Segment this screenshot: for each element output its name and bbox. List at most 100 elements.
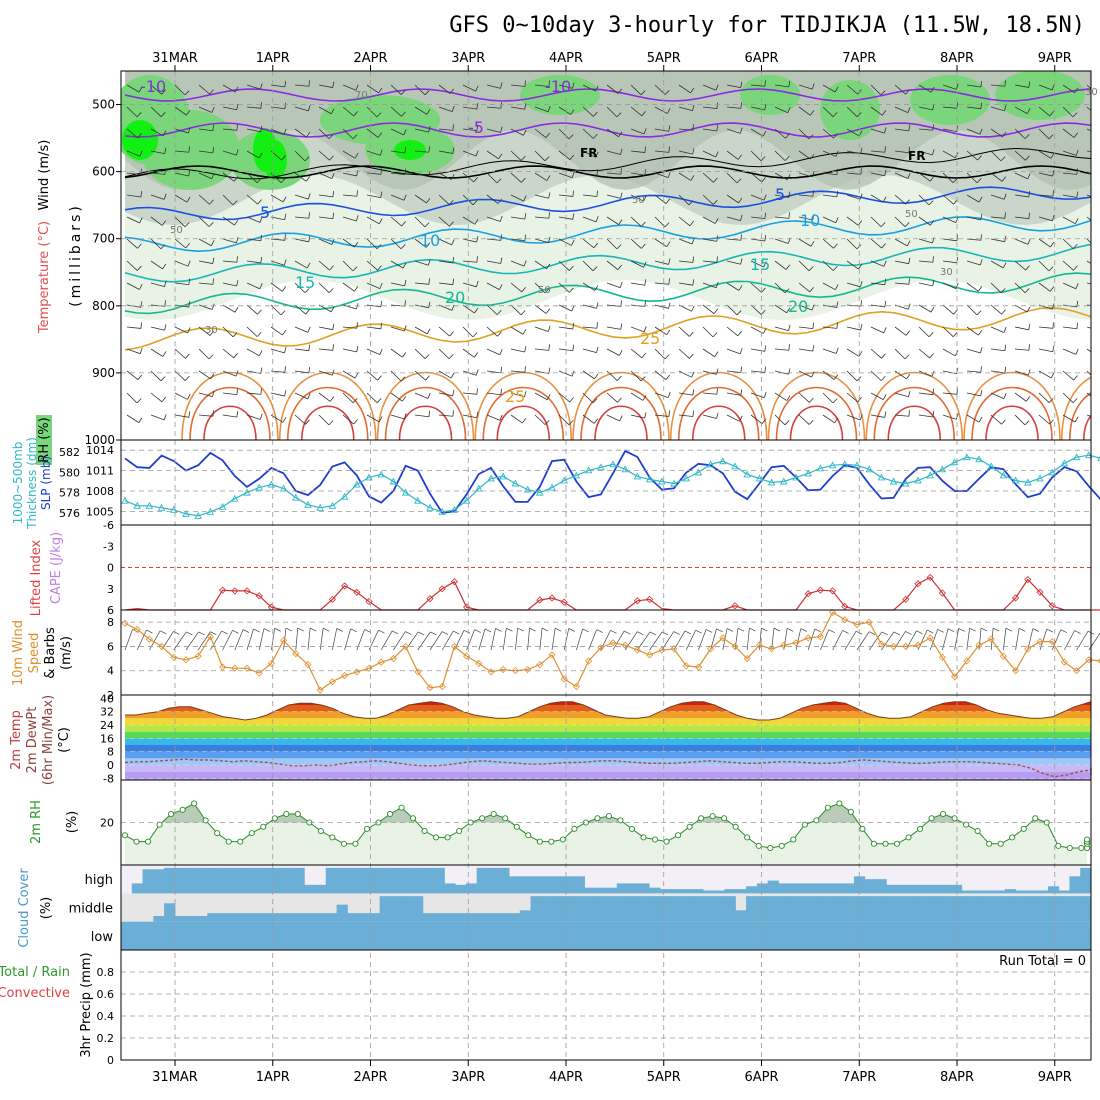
wind-barb-flag: [188, 146, 190, 153]
thickness-point: [914, 476, 922, 484]
cloud-high-bar: [519, 876, 532, 894]
surface-barb: [881, 631, 895, 651]
wind-barb-flag: [952, 178, 958, 183]
rh-point: [824, 804, 831, 811]
wind-barb: [822, 172, 837, 176]
wind-barb: [606, 172, 621, 175]
wind-barb-flag: [499, 349, 503, 355]
wind-barb-flag: [690, 87, 695, 94]
wind-barb: [894, 150, 909, 154]
wind-barb: [462, 282, 477, 288]
wind-barb-flag: [188, 170, 191, 177]
wind-barb: [1086, 238, 1091, 244]
wind-barb: [150, 392, 163, 403]
wind-barb: [342, 326, 357, 329]
wind-barb-flag: [952, 332, 958, 337]
wind-barb-flag: [619, 281, 623, 288]
cloud-high-bar: [703, 890, 715, 894]
wind-barb-flag: [978, 196, 983, 203]
rh-point: [283, 810, 290, 818]
cloud-high-bar: [778, 883, 790, 894]
wind-barb-flag: [907, 107, 911, 113]
wind-barb: [486, 304, 498, 315]
wind-barb: [702, 172, 714, 183]
wind-barb-flag: [379, 282, 383, 289]
wind-barb-flag: [859, 193, 863, 200]
wind-barb: [1062, 282, 1076, 290]
wind-label-2: Speed: [27, 633, 42, 674]
wind-barb: [366, 194, 381, 199]
cloud-high-bar: [185, 867, 197, 894]
wind-barb: [342, 392, 354, 404]
wind-barb: [678, 194, 690, 206]
wind-barb: [414, 172, 429, 178]
wind-barb: [222, 414, 237, 418]
thickness-point: [450, 505, 459, 513]
wind-barb-flag: [328, 420, 334, 426]
surface-barb-flag: [378, 629, 385, 634]
rh-point: [536, 838, 543, 845]
wind-barb-flag: [692, 148, 695, 155]
wind-barb-flag: [1000, 288, 1006, 293]
li-point: [1036, 588, 1044, 596]
wind-barb-flag: [812, 345, 815, 352]
wind-tick-label: 8: [107, 616, 114, 629]
wind-barb-flag: [187, 327, 191, 334]
cloud-mid-bar: [1047, 896, 1060, 922]
cloud-high-bar: [271, 867, 284, 894]
wind-barb-flag: [856, 112, 862, 117]
wind-barb: [942, 194, 954, 205]
wind-barb: [486, 84, 501, 89]
wind-barb: [294, 414, 306, 425]
surface-barb: [783, 628, 788, 651]
wind-barb-flag: [620, 168, 622, 175]
wind-barb-flag: [668, 146, 670, 153]
wind-barb-flag: [137, 243, 142, 249]
cloud-high-bar: [1058, 890, 1070, 894]
panel-frame: [120, 609, 1092, 696]
wind-barb-flag: [186, 110, 191, 116]
wind-barb: [606, 414, 620, 422]
wind-barb: [294, 172, 307, 182]
rh-point: [663, 838, 670, 845]
upper-ylabel-mb: (millibars): [68, 203, 84, 307]
cloud-mid-bar: [465, 913, 478, 922]
wind-barb-flag: [308, 235, 311, 242]
wind-barb: [798, 348, 813, 352]
surface-barb-flag: [1046, 628, 1053, 633]
wind-barb: [510, 282, 523, 293]
surface-barb: [441, 630, 454, 651]
surface-barb-flag: [969, 627, 976, 632]
wind-barb-flag: [523, 260, 527, 267]
cloud-mid-bar: [907, 896, 920, 922]
surface-barb: [222, 630, 233, 651]
surface-barb-flag: [705, 629, 713, 633]
wind-barb-flag: [715, 84, 719, 91]
wind-barb: [342, 150, 356, 159]
wind-barb-flag: [212, 124, 215, 131]
wind-barb-flag: [763, 391, 767, 398]
rh-point: [859, 825, 866, 832]
wind-barb: [558, 194, 573, 197]
cloud-high-bar: [261, 867, 273, 894]
wind-barb-flag: [932, 149, 935, 156]
li-point: [450, 578, 458, 586]
wind-barb-flag: [592, 266, 598, 272]
wind-barb: [462, 392, 477, 395]
wind-barb-flag: [497, 198, 503, 204]
wind-barb: [126, 172, 141, 176]
wind-barb-flag: [884, 127, 887, 134]
wind-barb-flag: [546, 394, 551, 400]
wind-barb: [846, 128, 860, 137]
rh-point: [260, 823, 267, 830]
wind-barb-flag: [404, 279, 407, 286]
wind-speed-point: [243, 664, 251, 672]
wind-barb-flag: [476, 103, 479, 110]
wind-barb: [558, 84, 573, 89]
cloud-high-bar: [767, 880, 779, 894]
surface-barb: [905, 630, 917, 651]
wind-barb-flag: [524, 366, 526, 373]
wind-barb: [966, 106, 981, 110]
wind-barb-flag: [812, 322, 814, 329]
wind-barb: [318, 260, 330, 271]
